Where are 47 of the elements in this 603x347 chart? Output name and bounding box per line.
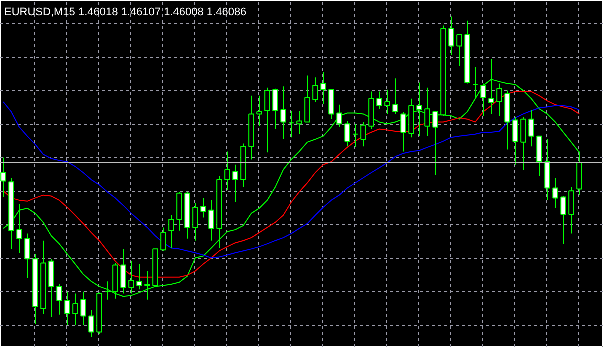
candlestick [400, 111, 406, 152]
candlestick [312, 77, 318, 103]
candlestick [416, 82, 422, 137]
candlestick [528, 110, 534, 148]
candlestick [512, 116, 518, 166]
candlestick [72, 293, 78, 326]
candlestick [200, 198, 206, 218]
candlestick [344, 120, 350, 148]
candlestick [232, 164, 238, 203]
candlestick [560, 196, 566, 245]
candlestick [128, 260, 134, 294]
candlestick [16, 204, 22, 254]
candlestick [272, 88, 278, 130]
candlestick [288, 110, 294, 138]
candlestick [264, 87, 270, 154]
candlestick [424, 87, 430, 137]
candlestick [336, 104, 342, 128]
candlestick [456, 34, 462, 67]
candlestick [496, 83, 502, 117]
candlestick [136, 264, 142, 290]
candlestick [256, 95, 262, 127]
candlestick [224, 151, 230, 191]
candlestick [392, 78, 398, 115]
candlestick [88, 310, 94, 338]
candlestick [160, 227, 166, 252]
candlestick [56, 284, 62, 316]
candlestick [448, 16, 454, 56]
candlestick [384, 89, 390, 115]
candlestick [352, 124, 358, 148]
candlestick [552, 178, 558, 209]
candlestick [280, 86, 286, 140]
candlestick [208, 200, 214, 242]
candlestick [520, 116, 526, 170]
candlestick [80, 291, 86, 326]
candlestick [168, 215, 174, 249]
chart-title: EURUSD,M15 1.46018 1.46107 1.46008 1.46086 [4, 6, 247, 18]
candlestick [376, 91, 382, 110]
candlestick [120, 248, 126, 294]
candlestick [568, 186, 574, 234]
candlestick [360, 122, 366, 148]
candlestick [480, 83, 486, 117]
candlestick [192, 202, 198, 242]
candlestick [24, 233, 30, 279]
candlestick [320, 72, 326, 104]
candlestick [432, 110, 438, 176]
candlestick [64, 291, 70, 326]
candlestick [296, 110, 302, 135]
